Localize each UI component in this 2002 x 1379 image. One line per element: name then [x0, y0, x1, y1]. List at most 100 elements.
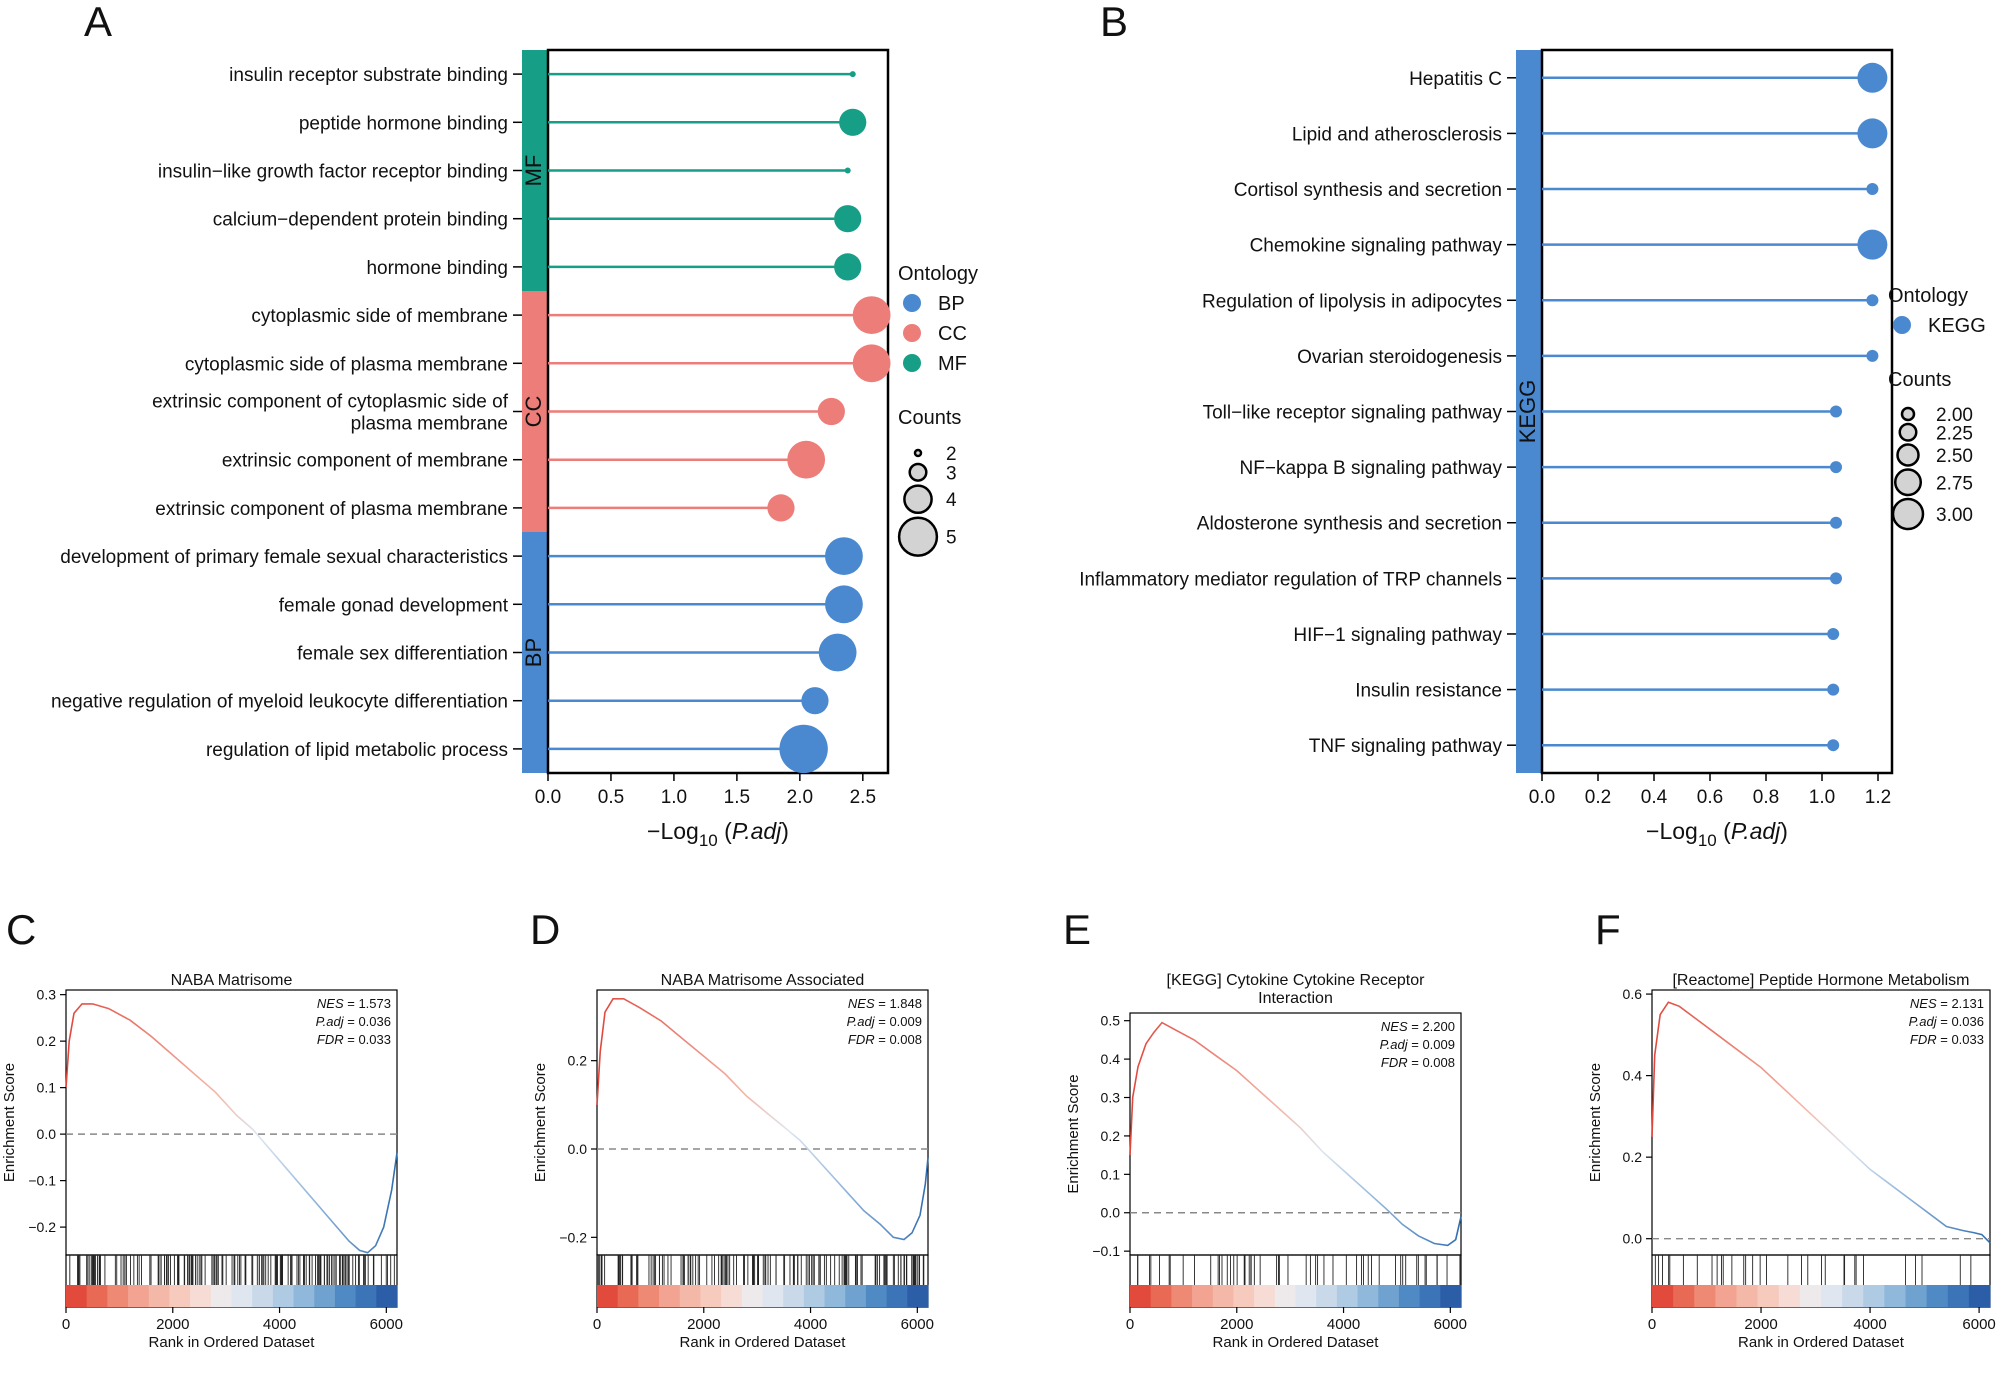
legend-size-circle [1900, 406, 1916, 422]
panel-letter-f: F [1595, 906, 1621, 953]
rank-color-cell [314, 1285, 336, 1307]
rank-color-cell [1884, 1285, 1906, 1307]
stat-nes: NES = 1.848 [848, 996, 922, 1011]
term-label: Inflammatory mediator regulation of TRP … [1079, 569, 1502, 590]
stat-nes: NES = 2.131 [1910, 996, 1984, 1011]
rank-color-cell [617, 1285, 639, 1307]
term-label: female gonad development [279, 595, 509, 616]
rank-color-cell [1715, 1285, 1737, 1307]
stat-label: NES [1381, 1019, 1408, 1034]
rank-color-cell [741, 1285, 763, 1307]
rank-color-cell [231, 1285, 253, 1307]
lollipop-dot [1830, 516, 1842, 529]
rank-color-cell [1968, 1285, 1991, 1307]
rank-color-cell [1905, 1285, 1928, 1307]
rank-color-cell [252, 1285, 274, 1307]
x-axis-label-paren-open: ( [1717, 818, 1731, 844]
panel-letter-b: B [1100, 0, 1128, 45]
x-axis-label-paren-open: ( [718, 818, 732, 844]
lollipop-dot [1827, 627, 1840, 640]
y-tick-label: 0.2 [1101, 1128, 1121, 1144]
rank-color-cell [128, 1285, 150, 1307]
lollipop-dot [834, 205, 862, 233]
stat-value: = 0.033 [1937, 1032, 1984, 1047]
lollipop-dot [852, 344, 891, 383]
term-label: negative regulation of myeloid leukocyte… [51, 692, 508, 713]
rank-color-cell [1192, 1285, 1214, 1307]
rank-color-cell [210, 1285, 232, 1307]
rank-color-cell [1254, 1285, 1276, 1307]
x-axis-label: Rank in Ordered Dataset [149, 1334, 316, 1351]
x-tick-label: 4000 [794, 1316, 827, 1333]
x-tick-label: 0.5 [598, 787, 624, 808]
x-tick-label: 1.0 [661, 787, 687, 808]
y-tick-label: 0.0 [568, 1141, 588, 1157]
term-label: peptide hormone binding [299, 113, 508, 134]
stat-nes: NES = 2.200 [1381, 1019, 1455, 1034]
stat-value: = 2.131 [1937, 996, 1984, 1011]
stat-value: = 1.573 [344, 996, 391, 1011]
panel-a-lollipop-chart: MF CC BP insulin receptor substrate binding… [51, 48, 978, 850]
rank-color-cell [700, 1285, 722, 1307]
rank-color-cell [1757, 1285, 1780, 1307]
stat-label: FDR [1381, 1055, 1408, 1070]
enrichment-score-line [1129, 1021, 1462, 1247]
legend-size-label: 3.00 [1936, 505, 1973, 526]
lollipop-dot [818, 633, 857, 672]
lollipop-dot [839, 108, 867, 136]
legend-size-label: 4 [946, 490, 957, 511]
y-tick-label: −0.1 [28, 1173, 56, 1189]
x-tick-label: 6000 [370, 1316, 403, 1333]
legend-size-circle [1898, 422, 1918, 442]
lollipop-dot [1830, 405, 1842, 418]
x-tick-label: 6000 [1434, 1316, 1467, 1333]
term-label: insulin receptor substrate binding [229, 65, 508, 86]
x-tick-label: 4000 [263, 1316, 296, 1333]
lollipop-dot [1830, 572, 1842, 585]
group-bar-kegg [1516, 50, 1542, 773]
legend-size-label: 2.50 [1936, 446, 1973, 467]
legend-swatch-kegg [1893, 316, 1911, 334]
y-tick-label: 0.4 [1623, 1068, 1643, 1084]
term-label: regulation of lipid metabolic process [206, 740, 508, 761]
rank-color-cell [783, 1285, 805, 1307]
lollipop-dot [1857, 62, 1888, 93]
legend-item-kegg: KEGG [1928, 315, 1986, 337]
rank-color-cell [1316, 1285, 1338, 1307]
term-label: Ovarian steroidogenesis [1297, 347, 1502, 368]
x-axis-label: Rank in Ordered Dataset [1213, 1334, 1380, 1351]
lollipop-dot [779, 724, 828, 774]
legend-ontology-title: Ontology [898, 263, 978, 285]
y-tick-label: −0.2 [28, 1219, 56, 1235]
rank-color-cell [1274, 1285, 1296, 1307]
legend-size-circle [1891, 497, 1925, 531]
stat-padj: P.adj = 0.036 [316, 1014, 391, 1029]
term-label: extrinsic component of cytoplasmic side … [152, 392, 509, 413]
legend-item-mf: MF [938, 353, 967, 375]
lollipop-dot [1866, 294, 1879, 307]
panel-letter-d: D [530, 906, 560, 953]
y-tick-label: 0.0 [37, 1126, 57, 1142]
y-tick-label: 0.1 [37, 1080, 57, 1096]
x-axis-label: Rank in Ordered Dataset [1738, 1334, 1905, 1351]
rank-color-cell [334, 1285, 357, 1307]
legend-size-label: 5 [946, 528, 957, 549]
stat-label: FDR [848, 1032, 875, 1047]
y-tick-label: 0.5 [1101, 1013, 1121, 1029]
x-tick-label: 0.0 [1529, 787, 1555, 808]
term-label: Toll−like receptor signaling pathway [1203, 403, 1503, 424]
legend-size-label: 2.25 [1936, 423, 1973, 444]
x-tick-label: 2000 [156, 1316, 189, 1333]
term-label: Hepatitis C [1409, 69, 1502, 90]
stat-value: = 0.033 [344, 1032, 391, 1047]
x-axis-label-sub: 10 [699, 831, 718, 850]
stat-value: = 0.008 [1408, 1055, 1455, 1070]
rank-color-cell [86, 1285, 108, 1307]
stat-fdr: FDR = 0.008 [848, 1032, 922, 1047]
x-tick-label: 2000 [1744, 1316, 1777, 1333]
rank-color-cell [907, 1285, 929, 1307]
lollipop-dot [817, 397, 845, 426]
enrichment-score-line [65, 1003, 398, 1254]
legend-size-circle [903, 484, 933, 515]
stat-label: NES [848, 996, 875, 1011]
